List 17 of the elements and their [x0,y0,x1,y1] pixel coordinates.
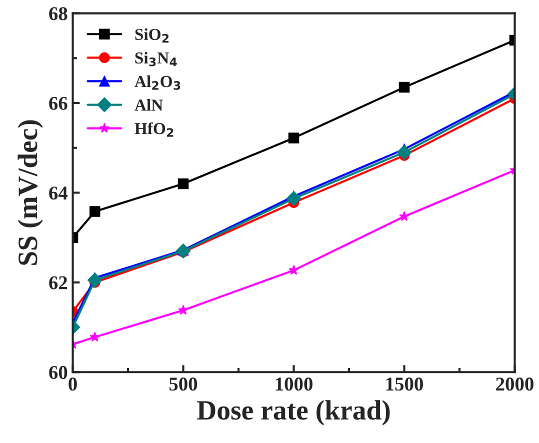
x-tick-label: 1000 [276,378,312,391]
y-tick-label: 62 [49,276,68,290]
legend-label: SiO$_{2}$ [135,28,169,43]
x-tick-label: 2000 [496,378,534,391]
legend-label: HfO$_{2}$ [134,122,174,137]
y-tick-label: 66 [49,96,68,110]
x-tick-label: 500 [169,378,198,391]
y-tick-label: 68 [49,7,68,20]
x-axis-title: Dose rate (krad) [197,400,390,426]
x-tick-label: 1500 [386,378,423,391]
legend-label: Al$_{2}$O$_{3}$ [134,75,180,90]
y-axis-title: SS (mV/dec) [18,120,43,265]
legend-label: Si$_{3}$N$_{4}$ [135,52,177,66]
x-tick-label: 0 [68,378,77,391]
y-tick-label: 60 [49,366,68,380]
y-tick-label: 64 [49,186,68,200]
legend-label: AlN [134,99,163,111]
